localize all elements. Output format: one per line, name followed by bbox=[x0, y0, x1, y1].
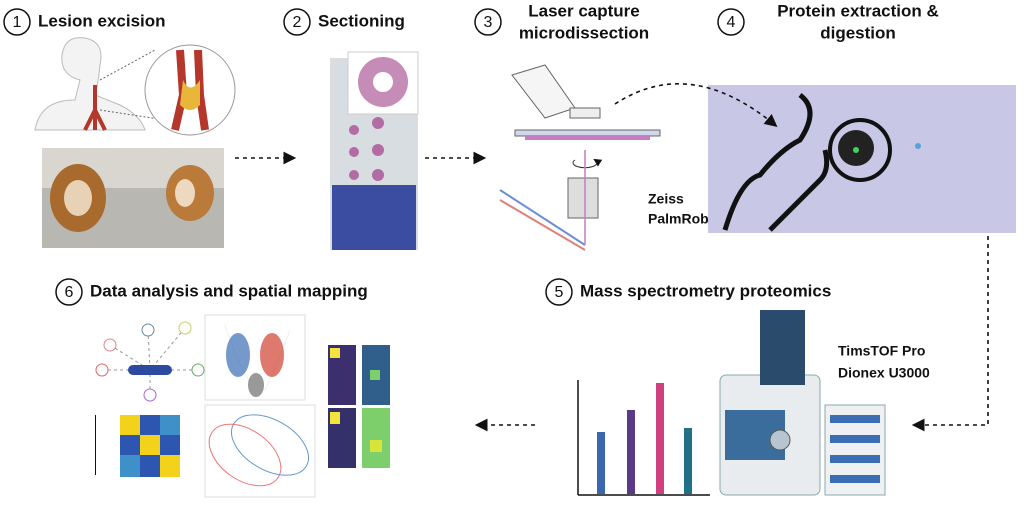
step-3: 3 Laser capture microdissection bbox=[474, 1, 649, 42]
instrument-label: PalmRobo bbox=[648, 211, 717, 227]
step-4: 4 Protein extraction & digestion bbox=[717, 1, 939, 42]
step-label: Lesion excision bbox=[38, 11, 166, 30]
step-number: 1 bbox=[13, 14, 22, 31]
step-6: 6 Data analysis and spatial mapping bbox=[55, 278, 368, 306]
step-label: Data analysis and spatial mapping bbox=[90, 281, 368, 300]
step-label: Mass spectrometry proteomics bbox=[580, 281, 831, 300]
step-number: 5 bbox=[555, 284, 564, 301]
step-number: 4 bbox=[727, 14, 736, 31]
step-label: digestion bbox=[820, 23, 896, 42]
step-5: 5 Mass spectrometry proteomics bbox=[545, 278, 831, 306]
slide-illustration bbox=[330, 51, 419, 250]
step-number: 2 bbox=[293, 14, 302, 31]
lesion-illustration bbox=[34, 37, 236, 248]
instrument-label: Dionex U3000 bbox=[838, 365, 930, 381]
flow-arrows bbox=[235, 83, 989, 432]
instrument-label: Zeiss bbox=[648, 191, 684, 207]
micrograph bbox=[708, 85, 1016, 233]
step-number: 6 bbox=[65, 284, 74, 301]
ms-illustration: TimsTOF Pro Dionex U3000 bbox=[577, 310, 930, 496]
step-1: 1 Lesion excision bbox=[3, 8, 166, 36]
instrument-label: TimsTOF Pro bbox=[838, 343, 925, 359]
step-label: microdissection bbox=[519, 23, 649, 42]
step-label: Laser capture bbox=[528, 1, 640, 20]
lcm-illustration: Zeiss PalmRobo bbox=[499, 64, 717, 251]
step-2: 2 Sectioning bbox=[283, 8, 405, 36]
step-number: 3 bbox=[484, 14, 493, 31]
step-label: Sectioning bbox=[318, 11, 405, 30]
analysis-illustration bbox=[95, 314, 390, 498]
step-label: Protein extraction & bbox=[777, 1, 939, 20]
